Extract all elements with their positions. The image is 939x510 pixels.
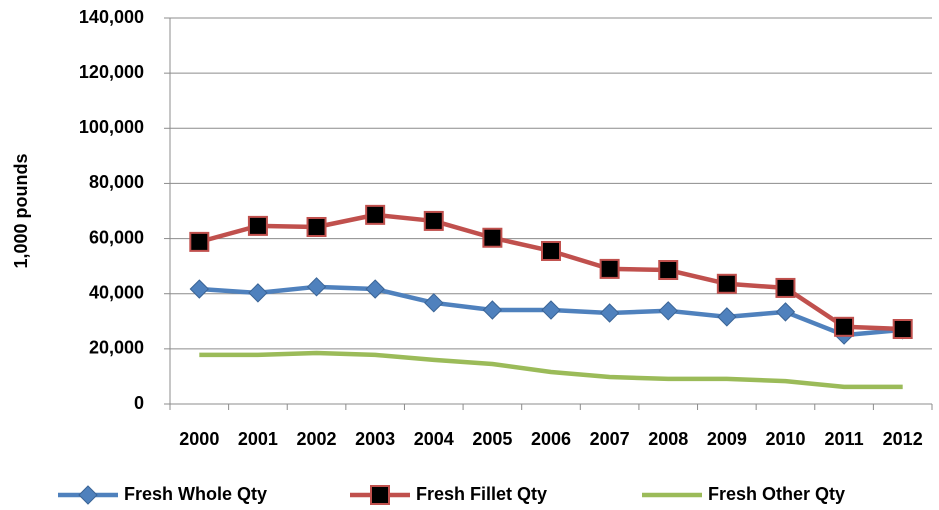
point-marker [365, 279, 385, 299]
y-tick-label: 60,000 [89, 227, 144, 247]
x-tick-label: 2006 [531, 429, 571, 449]
x-tick-label: 2004 [414, 429, 454, 449]
x-tick-label: 2003 [355, 429, 395, 449]
point-marker [247, 215, 268, 236]
point-marker [189, 231, 210, 252]
y-tick-label: 0 [134, 393, 144, 413]
legend-marker [78, 485, 98, 505]
point-marker [482, 227, 503, 248]
legend-marker [370, 485, 390, 505]
y-tick-label: 40,000 [89, 282, 144, 302]
point-marker [717, 307, 737, 327]
y-tick-label: 120,000 [79, 62, 144, 82]
point-marker [424, 293, 444, 313]
y-tick-label: 20,000 [89, 338, 144, 358]
point-marker [716, 273, 737, 294]
y-tick-label: 80,000 [89, 172, 144, 192]
x-tick-label: 2011 [825, 429, 864, 449]
point-marker [365, 204, 386, 225]
point-marker [599, 303, 620, 323]
series-line [199, 350, 903, 390]
point-marker [423, 210, 444, 231]
legend-label: Fresh Whole Qty [124, 484, 267, 504]
y-axis-title: 1,000 pounds [11, 153, 31, 268]
x-tick-label: 2005 [472, 429, 512, 449]
x-tick-label: 2010 [765, 429, 805, 449]
point-marker [599, 258, 620, 279]
x-tick-label: 2000 [179, 429, 219, 449]
point-marker [775, 277, 796, 298]
point-marker [541, 240, 561, 261]
point-marker [775, 302, 796, 322]
point-marker [306, 277, 327, 297]
point-marker [306, 216, 327, 237]
point-marker [482, 300, 503, 320]
point-marker [834, 316, 855, 337]
point-marker [892, 319, 913, 340]
x-tick-label: 2002 [297, 429, 337, 449]
y-tick-label: 100,000 [79, 117, 144, 137]
x-tick-label: 2007 [590, 429, 630, 449]
legend-label: Fresh Other Qty [708, 484, 845, 504]
y-tick-label: 140,000 [79, 7, 144, 27]
point-marker [189, 279, 210, 299]
x-tick-label: 2008 [648, 429, 688, 449]
x-tick-label: 2001 [238, 429, 278, 449]
point-marker [541, 300, 561, 320]
x-tick-label: 2012 [883, 429, 923, 449]
x-tick-label: 2009 [707, 429, 747, 449]
point-marker [658, 301, 678, 321]
legend-label: Fresh Fillet Qty [416, 484, 547, 504]
point-marker [658, 260, 679, 281]
point-marker [248, 283, 268, 303]
